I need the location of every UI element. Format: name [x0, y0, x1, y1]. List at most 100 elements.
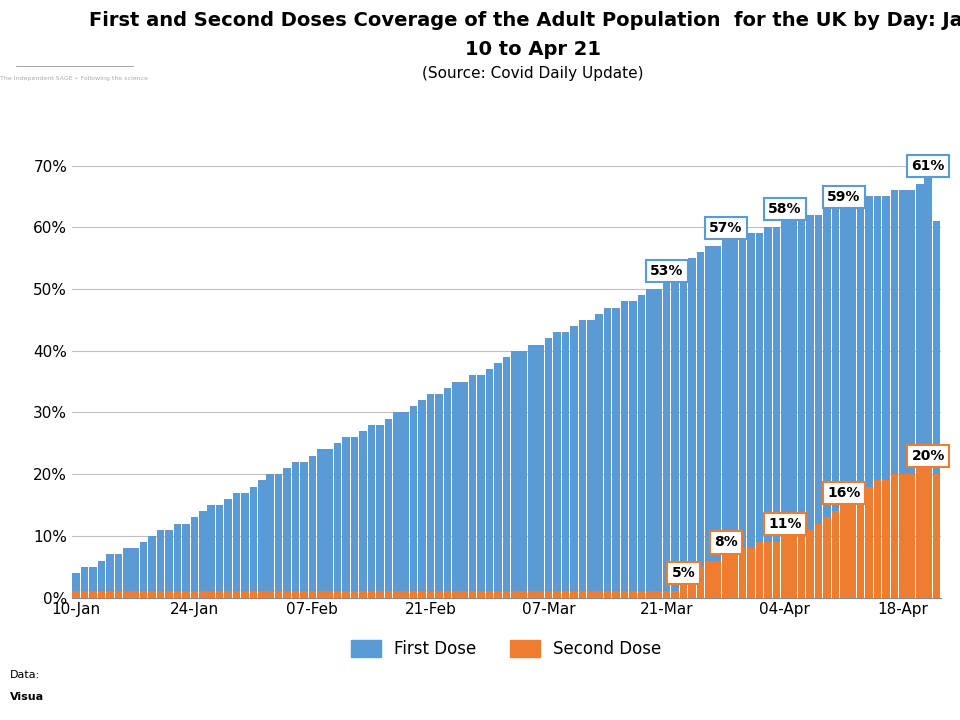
Bar [114, 554, 122, 598]
Bar [359, 591, 367, 598]
Bar [275, 591, 282, 598]
Bar [477, 591, 485, 598]
Bar [621, 591, 628, 598]
Bar [865, 197, 873, 598]
Bar [646, 591, 654, 598]
Bar [907, 190, 915, 598]
Bar [275, 474, 282, 598]
Text: 16%: 16% [828, 486, 860, 500]
Bar [156, 591, 164, 598]
Bar [232, 492, 240, 598]
Bar [519, 351, 527, 598]
Bar [874, 197, 881, 598]
Bar [267, 591, 274, 598]
Bar [637, 591, 645, 598]
Bar [241, 591, 249, 598]
Bar [444, 388, 451, 598]
Bar [874, 480, 881, 598]
Bar [553, 332, 561, 598]
Bar [916, 468, 924, 598]
Bar [705, 246, 712, 598]
Bar [562, 332, 569, 598]
Bar [739, 548, 746, 598]
Text: indie_SAGE: indie_SAGE [27, 33, 122, 49]
Bar [107, 591, 113, 598]
Bar [806, 530, 814, 598]
Bar [773, 228, 780, 598]
Bar [849, 202, 856, 598]
Bar [570, 591, 578, 598]
Bar [114, 591, 122, 598]
Bar [376, 425, 384, 598]
Bar [98, 591, 106, 598]
Bar [831, 511, 839, 598]
Text: 57%: 57% [709, 221, 742, 235]
Bar [579, 320, 587, 598]
Bar [503, 357, 510, 598]
Bar [468, 375, 476, 598]
Bar [747, 233, 755, 598]
Bar [595, 591, 603, 598]
Bar [393, 413, 400, 598]
Bar [544, 338, 552, 598]
Bar [81, 591, 88, 598]
Bar [764, 228, 772, 598]
Text: (Source: Covid Daily Update): (Source: Covid Daily Update) [422, 66, 643, 81]
Bar [468, 591, 476, 598]
Bar [537, 591, 544, 598]
Bar [477, 375, 485, 598]
Bar [376, 591, 384, 598]
Bar [612, 591, 620, 598]
Bar [739, 240, 746, 598]
Bar [444, 591, 451, 598]
Bar [713, 246, 721, 598]
Bar [731, 240, 738, 598]
Bar [537, 345, 544, 598]
Bar [308, 456, 316, 598]
Bar [292, 462, 300, 598]
Text: First and Second Doses Coverage of the Adult Population  for the UK by Day: Jan: First and Second Doses Coverage of the A… [89, 11, 960, 30]
Bar [107, 554, 113, 598]
Bar [916, 184, 924, 598]
Bar [426, 591, 434, 598]
Bar [132, 548, 139, 598]
Bar [426, 394, 434, 598]
Bar [680, 264, 687, 598]
Bar [140, 591, 148, 598]
Bar [646, 289, 654, 598]
Bar [688, 258, 696, 598]
Bar [149, 536, 156, 598]
Text: 61%: 61% [911, 159, 945, 173]
Bar [283, 591, 291, 598]
Bar [258, 591, 266, 598]
Text: Data:: Data: [10, 670, 40, 680]
Bar [225, 499, 232, 598]
Bar [865, 487, 873, 598]
Bar [924, 468, 932, 598]
Bar [190, 591, 198, 598]
Bar [857, 202, 864, 598]
Bar [831, 209, 839, 598]
Bar [123, 548, 131, 598]
Bar [579, 591, 587, 598]
Bar [258, 480, 266, 598]
Bar [461, 382, 468, 598]
Bar [300, 462, 308, 598]
Bar [900, 474, 906, 598]
Bar [325, 449, 333, 598]
Bar [385, 418, 392, 598]
Bar [655, 591, 662, 598]
Bar [452, 382, 460, 598]
Bar [165, 530, 173, 598]
Bar [849, 499, 856, 598]
Bar [806, 215, 814, 598]
Bar [756, 233, 763, 598]
Text: 11%: 11% [768, 517, 802, 531]
Bar [140, 542, 148, 598]
Bar [241, 492, 249, 598]
Bar [182, 523, 190, 598]
Bar [216, 591, 224, 598]
Bar [587, 591, 594, 598]
Bar [882, 197, 890, 598]
Bar [461, 591, 468, 598]
